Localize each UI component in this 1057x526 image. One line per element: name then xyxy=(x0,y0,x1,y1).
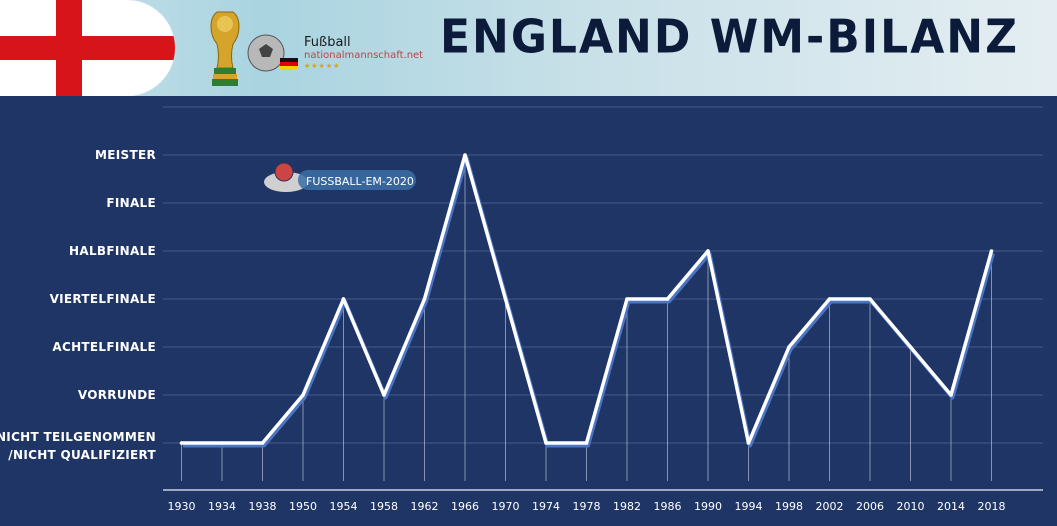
x-tick-label: 1990 xyxy=(694,500,722,513)
y-tick-label: VIERTELFINALE xyxy=(50,292,156,306)
x-guide-lines xyxy=(181,155,992,481)
y-tick-label: HALBFINALE xyxy=(69,244,156,258)
logo-line1: Fußball xyxy=(304,35,351,50)
grid-lines xyxy=(163,106,1043,491)
x-tick-label: 1958 xyxy=(370,500,398,513)
data-point xyxy=(503,297,508,301)
header-banner: Fußball nationalmannschaft.net ★★★★★ ENG… xyxy=(0,0,1057,96)
data-point xyxy=(422,297,427,301)
data-point xyxy=(625,297,629,301)
x-tick-label: 2018 xyxy=(978,500,1006,513)
data-point xyxy=(746,441,751,445)
y-tick-label: ACHTELFINALE xyxy=(52,340,156,354)
x-tick-label: 1982 xyxy=(613,500,641,513)
y-tick-label: MEISTER xyxy=(95,148,156,162)
site-logo-text: Fußball nationalmannschaft.net ★★★★★ xyxy=(304,35,424,71)
x-tick-label: 2010 xyxy=(897,500,925,513)
data-point xyxy=(949,393,953,397)
data-point xyxy=(665,297,670,301)
x-tick-label: 1994 xyxy=(735,500,763,513)
x-tick-label: 1986 xyxy=(654,500,682,513)
logo-line2: nationalmannschaft.net xyxy=(304,50,424,61)
y-tick-label: VORRUNDE xyxy=(78,388,156,402)
data-point xyxy=(584,441,589,445)
x-tick-label: 1938 xyxy=(249,500,277,513)
x-tick-label: 1954 xyxy=(330,500,358,513)
data-point xyxy=(341,297,346,301)
x-tick-label: 1974 xyxy=(532,500,560,513)
world-cup-trophy-icon xyxy=(210,11,240,86)
x-tick-label: 1998 xyxy=(775,500,803,513)
x-tick-label: 2006 xyxy=(856,500,884,513)
data-point xyxy=(382,393,386,397)
y-tick-label: /NICHT QUALIFIZIERT xyxy=(8,448,156,462)
data-point xyxy=(544,441,548,445)
data-point xyxy=(706,249,710,253)
england-flag-icon xyxy=(0,0,175,96)
watermark-text: FUSSBALL-EM-2020 xyxy=(306,175,414,188)
data-point xyxy=(827,297,832,301)
football-icon xyxy=(247,34,298,72)
x-axis-labels: 1930 1934 1938 1950 1954 1958 1962 1966 1970 1974… xyxy=(168,500,1006,513)
x-tick-label: 2014 xyxy=(937,500,965,513)
x-tick-label: 1962 xyxy=(411,500,439,513)
x-tick-label: 1950 xyxy=(289,500,317,513)
series-line xyxy=(179,153,995,448)
x-tick-label: 1978 xyxy=(573,500,601,513)
data-point xyxy=(868,297,872,301)
data-point xyxy=(260,441,265,445)
data-point xyxy=(179,441,184,445)
x-tick-label: 1970 xyxy=(492,500,520,513)
x-tick-label: 2002 xyxy=(816,500,844,513)
logo-stars: ★★★★★ xyxy=(304,62,341,70)
y-tick-label: NICHT TEILGENOMMEN xyxy=(0,430,156,444)
data-point xyxy=(463,153,467,157)
chart-title: ENGLAND WM-BILANZ xyxy=(439,10,1019,65)
data-point xyxy=(787,345,791,349)
data-point xyxy=(989,249,994,253)
data-point xyxy=(301,393,305,397)
y-axis-labels: NICHT TEILGENOMMEN/NICHT QUALIFIZIERT VOR… xyxy=(0,148,156,462)
series-line-shadow xyxy=(183,155,995,448)
x-tick-label: 1966 xyxy=(451,500,479,513)
data-point xyxy=(908,345,913,349)
data-point xyxy=(220,441,224,445)
x-tick-label: 1934 xyxy=(208,500,236,513)
chart-area: NICHT TEILGENOMMEN/NICHT QUALIFIZIERT VOR… xyxy=(0,106,1043,513)
y-tick-label: FINALE xyxy=(106,196,156,210)
x-tick-label: 1930 xyxy=(168,500,196,513)
watermark-logo: FUSSBALL-EM-2020 xyxy=(264,162,416,192)
